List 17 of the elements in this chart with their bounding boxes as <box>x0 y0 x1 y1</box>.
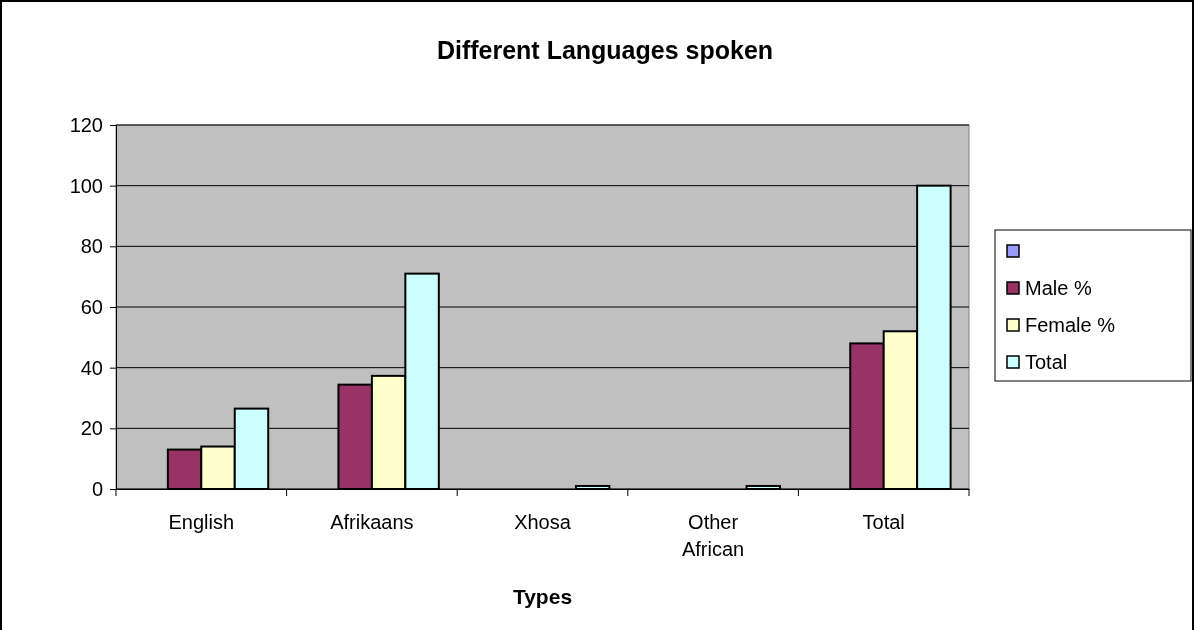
x-tick-label: English <box>168 511 235 533</box>
y-tick-label: 120 <box>69 113 103 136</box>
legend-label: Male % <box>1025 277 1092 299</box>
legend-label: Total <box>1025 351 1068 373</box>
y-tick-label: 0 <box>91 477 103 500</box>
y-tick-label: 40 <box>80 356 103 379</box>
y-tick-label: 100 <box>69 174 103 197</box>
x-tick-label: Xhosa <box>514 511 572 533</box>
x-tick-label: Other African <box>681 511 745 560</box>
y-tick-label: 20 <box>80 417 103 440</box>
chart-title: Different Languages spoken <box>436 36 774 64</box>
x-axis-title: Types <box>512 585 573 608</box>
x-tick-label: Total <box>862 511 905 533</box>
y-tick-label: 80 <box>80 235 103 258</box>
x-tick-label: Afrikaans <box>330 511 414 533</box>
y-tick-label: 60 <box>80 295 103 318</box>
legend-label: Female % <box>1025 314 1116 336</box>
